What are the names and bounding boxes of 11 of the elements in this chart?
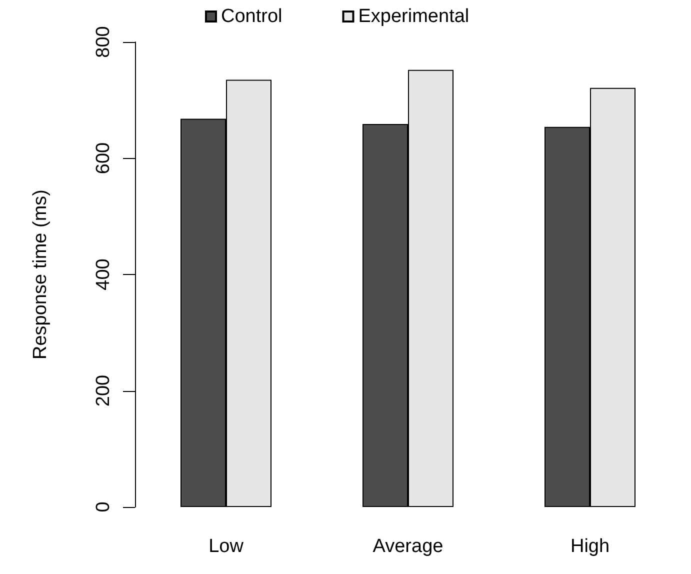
y-tick-label: 600 [93,142,114,174]
y-tick-label: 800 [93,26,114,58]
x-tick-label: High [570,536,610,557]
legend-label: Control [221,6,282,27]
legend-label: Experimental [358,6,470,27]
y-axis-title: Response time (ms) [30,190,51,360]
x-tick-label: Average [372,536,444,557]
y-tick-label: 200 [93,374,114,407]
y-tick-label: 0 [93,502,114,512]
x-tick-label: Low [208,536,244,557]
y-tick-label: 400 [93,258,114,290]
